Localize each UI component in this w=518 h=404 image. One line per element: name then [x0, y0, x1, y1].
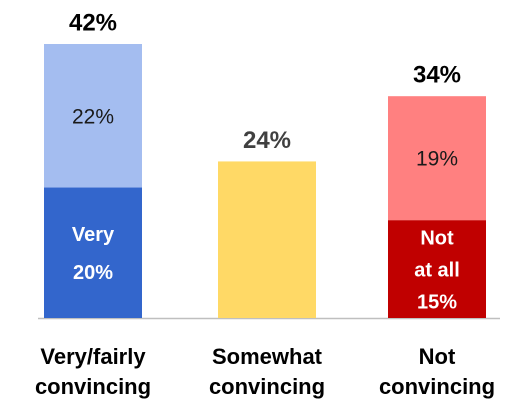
- bar-segment: [44, 44, 142, 188]
- segment-label-bold: Not: [420, 227, 454, 249]
- category-label: convincing: [209, 374, 325, 399]
- category-label: convincing: [379, 374, 495, 399]
- bar-segment: [388, 96, 486, 221]
- segment-label-bold: 20%: [73, 262, 113, 284]
- segment-label-bold: Very: [72, 224, 115, 246]
- segment-label-bold: 15%: [417, 291, 457, 313]
- segment-label-bold: at all: [414, 259, 460, 281]
- category-label: Not: [419, 344, 456, 369]
- total-label: 42%: [69, 9, 117, 36]
- bar-segment: [44, 187, 142, 318]
- bar-segment: [218, 161, 316, 318]
- category-label: Very/fairly: [40, 344, 146, 369]
- total-label: 34%: [413, 62, 461, 89]
- category-label: convincing: [35, 374, 151, 399]
- total-label: 24%: [243, 127, 291, 154]
- bar-segment: [388, 220, 486, 318]
- segment-label: 22%: [72, 105, 114, 128]
- category-label: Somewhat: [212, 344, 323, 369]
- segment-label: 19%: [416, 148, 458, 171]
